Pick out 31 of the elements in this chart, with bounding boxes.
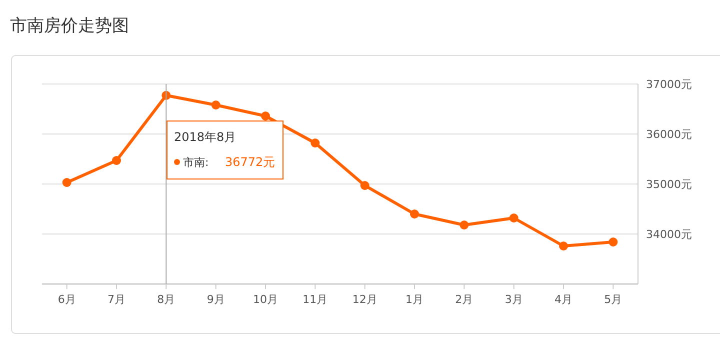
y-tick-label: 35000元 [646,178,692,191]
x-tick-label: 4月 [554,293,572,306]
legend-title: 2018年8月 [174,130,236,144]
chart-title: 市南房价走势图 [10,16,129,36]
y-tick-label: 34000元 [646,228,692,241]
x-tick-label: 8月 [157,293,176,306]
point [112,156,121,165]
legend-label: 市南: [183,156,209,169]
point [360,181,370,190]
point [460,220,469,230]
point [261,112,270,120]
point [410,210,419,218]
x-tick-label: 11月 [302,293,328,306]
point [211,100,220,110]
x-tick-label: 3月 [504,293,523,306]
point [62,178,72,187]
point [559,242,568,250]
y-tick-label: 36000元 [646,128,692,141]
point [509,214,518,222]
x-tick-label: 12月 [352,293,378,306]
x-tick-label: 6月 [58,293,76,306]
x-tick-label: 10月 [253,293,278,306]
annotation: 36772元 [225,155,276,169]
x-tick-label: 5月 [604,293,622,306]
x-tick-label: 7月 [108,293,126,306]
x-tick-label: 1月 [406,293,424,306]
point [310,138,320,148]
y-tick-label: 37000元 [646,78,692,91]
x-tick-label: 2月 [455,293,474,306]
x-tick-label: 9月 [206,293,225,306]
point [608,238,618,246]
